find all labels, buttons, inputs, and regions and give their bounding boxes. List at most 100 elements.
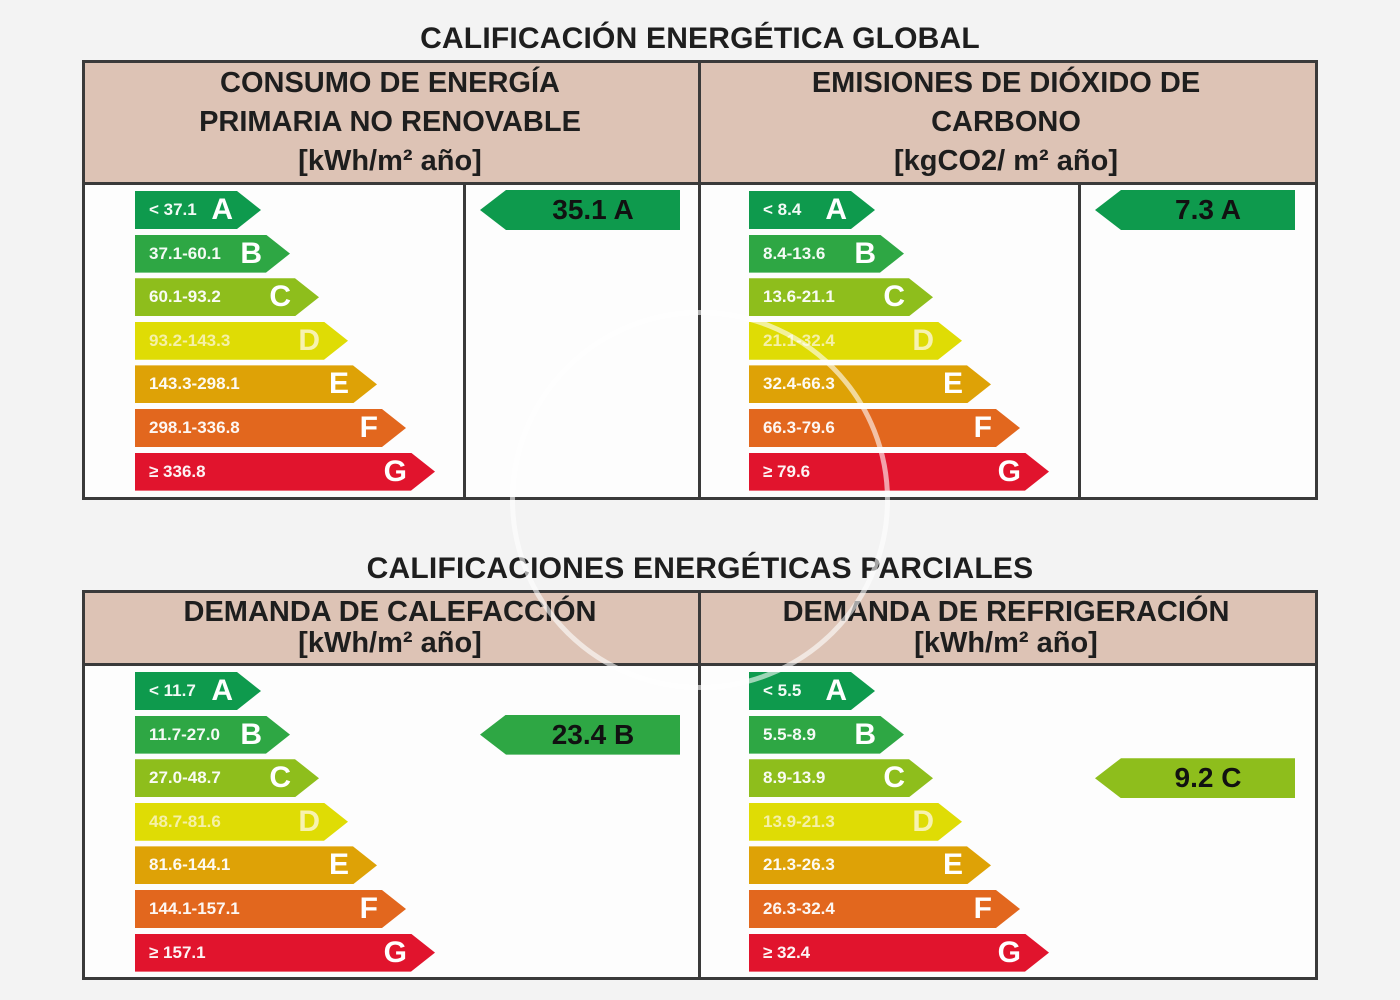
heating-scale: < 11.7 A 11.7-27.0 B 27.0-48.7 C 48.7-81.6 D 81.…: [135, 672, 445, 982]
partial-title: CALIFICACIONES ENERGÉTICAS PARCIALES: [366, 552, 1034, 585]
consumption-bar-f: 298.1-336.8 F: [135, 409, 406, 447]
consumption-title-line-2: PRIMARIA NO RENOVABLE: [199, 106, 581, 138]
consumption-rating-divider: [463, 182, 466, 497]
heating-letter-b: B: [240, 717, 262, 751]
consumption-range-a: < 37.1: [149, 200, 197, 219]
consumption-range-c: 60.1-93.2: [149, 287, 221, 307]
cooling-range-d: 13.9-21.3: [763, 811, 835, 831]
emissions-bar-e: 32.4-66.3 E: [749, 365, 991, 403]
cooling-range-c: 8.9-13.9: [763, 768, 826, 788]
emissions-header: EMISIONES DE DIÓXIDO DE CARBONO [kgCO2/ …: [701, 63, 1311, 182]
emissions-rating-letter: A: [1220, 194, 1241, 225]
cooling-letter-a: A: [825, 674, 847, 707]
cooling-bar-e: 21.3-26.3 E: [749, 846, 991, 884]
emissions-bar-g: ≥ 79.6 G: [749, 453, 1049, 491]
cooling-range-f: 26.3-32.4: [763, 899, 835, 918]
global-panel: CONSUMO DE ENERGÍA PRIMARIA NO RENOVABLE…: [82, 60, 1318, 500]
consumption-letter-b: B: [240, 236, 262, 270]
heating-range-c: 27.0-48.7: [149, 768, 221, 788]
emissions-title-line-1: EMISIONES DE DIÓXIDO DE: [811, 67, 1201, 99]
cooling-bar-f: 26.3-32.4 F: [749, 890, 1020, 928]
consumption-letter-g: G: [383, 454, 407, 488]
heating-letter-c: C: [269, 761, 291, 795]
consumption-rating-indicator: 35.1 A: [480, 190, 680, 230]
emissions-bar-c: 13.6-21.1 C: [749, 278, 933, 316]
consumption-bar-c: 60.1-93.2 C: [135, 278, 319, 316]
consumption-bar-b: 37.1-60.1 B: [135, 235, 290, 273]
heating-bar-a: < 11.7 A: [135, 672, 261, 710]
heating-letter-g: G: [383, 935, 407, 969]
heating-range-b: 11.7-27.0: [149, 724, 220, 744]
partial-center-divider: [698, 593, 701, 977]
consumption-bar-e: 143.3-298.1 E: [135, 365, 377, 403]
emissions-letter-f: F: [973, 411, 992, 444]
consumption-bar-g: ≥ 336.8 G: [135, 453, 435, 491]
cooling-scale: < 5.5 A 5.5-8.9 B 8.9-13.9 C 13.9-21.3 D 21.3-26…: [749, 672, 1059, 982]
cooling-unit: [kWh/m² año]: [914, 627, 1098, 659]
cooling-rating-indicator: 9.2 C: [1095, 758, 1295, 799]
cooling-letter-e: E: [942, 848, 963, 882]
emissions-letter-d: D: [912, 323, 934, 357]
emissions-rating-divider: [1078, 182, 1081, 497]
emissions-range-d: 21.1-32.4: [763, 330, 835, 350]
consumption-letter-c: C: [269, 280, 291, 314]
consumption-letter-e: E: [328, 367, 349, 401]
cooling-letter-d: D: [912, 804, 934, 838]
cooling-bar-g: ≥ 32.4 G: [749, 934, 1049, 972]
consumption-bar-a: < 37.1 A: [135, 191, 261, 229]
cooling-range-a: < 5.5: [763, 681, 802, 700]
emissions-bar-b: 8.4-13.6 B: [749, 235, 904, 273]
heating-range-a: < 11.7: [149, 681, 196, 700]
cooling-header: DEMANDA DE REFRIGERACIÓN [kWh/m² año]: [701, 593, 1311, 663]
emissions-letter-e: E: [942, 367, 963, 401]
emissions-range-b: 8.4-13.6: [763, 243, 826, 263]
cooling-letter-g: G: [997, 935, 1021, 969]
cooling-bar-b: 5.5-8.9 B: [749, 716, 904, 754]
heating-range-d: 48.7-81.6: [149, 811, 221, 831]
heating-letter-d: D: [298, 804, 320, 838]
heating-rating-indicator: 23.4 B: [480, 714, 680, 755]
consumption-letter-d: D: [298, 323, 320, 357]
heating-bar-d: 48.7-81.6 D: [135, 803, 348, 841]
global-title: CALIFICACIÓN ENERGÉTICA GLOBAL: [420, 22, 980, 55]
heating-range-g: ≥ 157.1: [149, 942, 206, 962]
emissions-range-a: < 8.4: [763, 200, 802, 219]
cooling-letter-f: F: [973, 892, 992, 925]
emissions-letter-g: G: [997, 454, 1021, 488]
heating-range-f: 144.1-157.1: [149, 899, 240, 918]
emissions-rating-value: 7.3: [1175, 194, 1214, 225]
global-center-divider: [698, 63, 701, 497]
emissions-range-e: 32.4-66.3: [763, 374, 835, 394]
cooling-title: DEMANDA DE REFRIGERACIÓN: [782, 596, 1230, 628]
consumption-range-d: 93.2-143.3: [149, 330, 231, 350]
emissions-unit: [kgCO2/ m² año]: [894, 145, 1118, 177]
cooling-letter-b: B: [854, 717, 876, 751]
heating-title: DEMANDA DE CALEFACCIÓN: [183, 596, 597, 628]
cooling-bar-a: < 5.5 A: [749, 672, 875, 710]
consumption-range-g: ≥ 336.8: [149, 461, 206, 481]
heating-header: DEMANDA DE CALEFACCIÓN [kWh/m² año]: [85, 593, 695, 663]
emissions-range-c: 13.6-21.1: [763, 287, 835, 307]
cooling-rating-value: 9.2: [1174, 762, 1214, 794]
cooling-rating-letter: C: [1221, 762, 1242, 794]
emissions-range-g: ≥ 79.6: [763, 461, 811, 481]
heating-letter-f: F: [359, 892, 378, 925]
heating-bar-g: ≥ 157.1 G: [135, 934, 435, 972]
cooling-range-e: 21.3-26.3: [763, 855, 835, 875]
cooling-range-b: 5.5-8.9: [763, 724, 816, 744]
consumption-range-f: 298.1-336.8: [149, 418, 240, 437]
emissions-letter-c: C: [883, 280, 905, 314]
emissions-rating-indicator: 7.3 A: [1095, 190, 1295, 230]
heating-letter-e: E: [328, 848, 349, 882]
consumption-range-b: 37.1-60.1: [149, 243, 221, 263]
emissions-bar-d: 21.1-32.4 D: [749, 322, 962, 360]
heating-bar-f: 144.1-157.1 F: [135, 890, 406, 928]
emissions-scale: < 8.4 A 8.4-13.6 B 13.6-21.1 C 21.1-32.4 D 32.4-…: [749, 191, 1059, 501]
consumption-title-line-1: CONSUMO DE ENERGÍA: [220, 67, 560, 99]
heating-rating-value: 23.4: [551, 718, 607, 750]
consumption-rating-value: 35.1: [552, 194, 607, 225]
consumption-rating-letter: A: [613, 194, 634, 225]
consumption-bar-d: 93.2-143.3 D: [135, 322, 348, 360]
consumption-range-e: 143.3-298.1: [149, 374, 240, 394]
cooling-range-g: ≥ 32.4: [763, 942, 811, 962]
